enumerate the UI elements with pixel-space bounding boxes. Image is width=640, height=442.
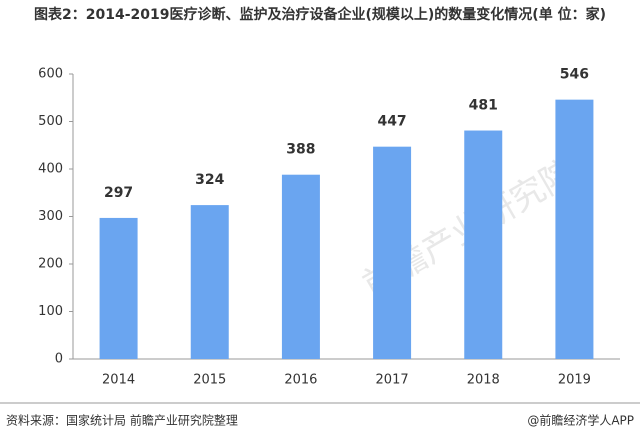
y-tick-label: 400 — [38, 162, 63, 177]
value-label: 297 — [104, 185, 133, 201]
bar — [555, 99, 594, 360]
value-label: 388 — [286, 142, 315, 158]
x-tick-label: 2018 — [467, 373, 500, 388]
bar — [99, 217, 138, 359]
x-tick-label: 2017 — [376, 373, 409, 388]
y-tick-label: 500 — [38, 114, 63, 129]
x-tick-label: 2019 — [558, 373, 591, 388]
bar — [373, 146, 412, 359]
value-label: 324 — [195, 172, 224, 188]
x-tick-label: 2015 — [193, 373, 226, 388]
source: 资料来源：国家统计局 前瞻产业研究院整理 — [6, 413, 238, 428]
bar — [190, 205, 229, 359]
y-tick-label: 600 — [38, 67, 63, 82]
bar — [281, 174, 320, 359]
chart-title: 图表2：2014-2019医疗诊断、监护及治疗设备企业(规模以上)的数量变化情况… — [34, 7, 606, 23]
bar — [464, 130, 503, 359]
value-label: 481 — [469, 98, 498, 114]
credit: @前瞻经济学人APP — [527, 413, 634, 428]
y-tick-label: 200 — [38, 257, 63, 272]
y-tick-label: 300 — [38, 209, 63, 224]
value-label: 447 — [377, 114, 406, 130]
y-tick-label: 100 — [38, 304, 63, 319]
y-tick-label: 0 — [55, 352, 63, 367]
x-tick-label: 2014 — [102, 373, 135, 388]
value-label: 546 — [560, 67, 589, 83]
x-tick-label: 2016 — [284, 373, 317, 388]
